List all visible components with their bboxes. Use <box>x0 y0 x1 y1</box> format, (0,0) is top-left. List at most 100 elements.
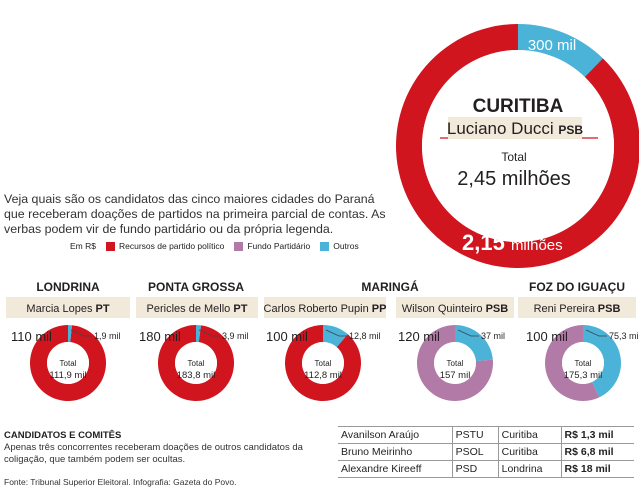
cell-amount: R$ 18 mil <box>560 460 634 478</box>
legend: Em R$ Recursos de partido político Fundo… <box>70 241 359 251</box>
londrina-title: LONDRINA <box>36 280 100 294</box>
footnote-text: Apenas três concorrentes receberam doaçõ… <box>4 442 303 465</box>
donut-slice-outros <box>196 325 202 343</box>
donut-hole <box>422 50 614 242</box>
table-row: Avanilson Araújo PSTU Curitiba R$ 1,3 mi… <box>338 426 634 444</box>
donut-leader-line <box>70 329 92 337</box>
cell-party: PSOL <box>451 443 499 461</box>
donut-slice-outros <box>323 325 348 348</box>
donut-hole <box>175 342 217 384</box>
donut-slice-recursos-de-partido-pol-tico <box>285 325 362 401</box>
cell-city: Londrina <box>497 460 562 478</box>
candidate-party: PSB <box>598 303 621 315</box>
donut-slice-fundo-partid-rio <box>545 325 600 401</box>
legend-label-party: Recursos de partido político <box>118 241 225 251</box>
curitiba-candidate-box <box>448 117 582 139</box>
donut-leader-line <box>457 329 479 337</box>
curitiba-other-label: 300 mil <box>528 37 576 54</box>
table-row: Bruno Meirinho PSOL Curitiba R$ 6,8 mil <box>338 443 634 461</box>
candidate-name: Wilson Quinteiro PSB <box>402 303 508 315</box>
candidate-party: PT <box>96 303 110 315</box>
candidate-box <box>396 297 514 318</box>
ponta-grossa-title: PONTA GROSSA <box>148 280 244 294</box>
candidate-name: Carlos Roberto Pupin PP <box>264 303 387 315</box>
donut-hole <box>434 342 476 384</box>
donut-total-label: Total <box>188 359 205 368</box>
curitiba-candidate: Luciano Ducci PSB <box>447 119 584 138</box>
curitiba-main-value: 2,15 <box>462 230 511 255</box>
legend-swatch-fund <box>234 241 244 251</box>
cell-name: Alexandre Kireeff <box>338 460 453 478</box>
donut-total-label: Total <box>447 359 464 368</box>
donut-total-value: 112,8 mil <box>304 370 342 381</box>
donut-other-label: 1,9 mil <box>94 331 121 341</box>
curitiba-party: PSB <box>558 123 583 137</box>
donut-other-label: 12,8 mil <box>349 331 381 341</box>
curitiba-title: CURITIBA <box>473 96 564 117</box>
candidate-box <box>518 297 636 318</box>
legend-swatch-party <box>105 241 115 251</box>
legend-unit: Em R$ <box>70 241 96 251</box>
candidate-party: PSB <box>486 303 509 315</box>
cell-city: Curitiba <box>497 443 562 461</box>
donut-hole <box>47 342 89 384</box>
candidate-party: PP <box>372 303 387 315</box>
candidate-box <box>6 297 130 318</box>
donut-total-label: Total <box>575 359 592 368</box>
donut-leader-line <box>585 329 607 337</box>
legend-swatch-other <box>320 241 330 251</box>
candidates-table: Avanilson Araújo PSTU Curitiba R$ 1,3 mi… <box>338 426 634 478</box>
donut-main-label: 100 mil <box>526 329 568 344</box>
donut-leader-line <box>198 329 220 337</box>
candidate-name: Pericles de Mello PT <box>147 303 248 315</box>
source-text: Fonte: Tribunal Superior Eleitoral. Info… <box>4 477 237 487</box>
donut-slice-recursos-de-partido-pol-tico <box>29 325 106 401</box>
cell-party: PSD <box>451 460 499 478</box>
cell-party: PSTU <box>451 426 499 444</box>
donut-other-label: 3,9 mil <box>222 331 249 341</box>
curitiba-total-value: 2,45 milhões <box>457 168 570 190</box>
curitiba-main-unit: milhões <box>511 237 563 254</box>
candidate-name: Reni Pereira PSB <box>534 303 621 315</box>
cell-name: Avanilson Araújo <box>338 426 453 444</box>
donut-slice-outros <box>455 325 493 362</box>
donut-main-label: 180 mil <box>139 329 181 344</box>
donut-main-label: 120 mil <box>398 329 440 344</box>
cell-amount: R$ 6,8 mil <box>560 443 634 461</box>
donut-total-label: Total <box>60 359 77 368</box>
maringa-title: MARINGÁ <box>361 279 419 294</box>
donut-total-value: 111,9 mil <box>49 370 86 381</box>
donut-hole <box>302 342 344 384</box>
donut-slice-fundo-partid-rio <box>416 325 493 401</box>
donut-main-label: 100 mil <box>266 329 308 344</box>
donut-slice-outros <box>518 24 603 78</box>
footnote-title: CANDIDATOS E COMITÊS <box>4 430 122 441</box>
cell-name: Bruno Meirinho <box>338 443 453 461</box>
table-row: Alexandre Kireeff PSD Londrina R$ 18 mil <box>338 460 634 478</box>
curitiba-main-label: 2,15 milhões <box>462 230 563 255</box>
candidate-party: PT <box>233 303 247 315</box>
donut-hole <box>562 342 604 384</box>
donut-other-label: 75,3 mil <box>609 331 639 341</box>
cell-city: Curitiba <box>497 426 562 444</box>
legend-label-fund: Fundo Partidário <box>247 241 311 251</box>
donut-slice-recursos-de-partido-pol-tico <box>158 325 235 401</box>
donut-slice-outros <box>583 325 621 398</box>
donut-leader-line <box>325 329 347 337</box>
donut-total-value: 183,8 mil <box>177 370 216 381</box>
donut-total-value: 175,3 mil <box>564 370 603 381</box>
candidate-box <box>136 297 258 318</box>
candidate-name: Marcia Lopes PT <box>26 303 109 315</box>
donut-total-value: 157 mil <box>440 370 471 381</box>
donut-other-label: 37 mil <box>481 331 505 341</box>
donut-slice-outros <box>68 325 73 343</box>
foz-title: FOZ DO IGUAÇU <box>529 280 625 294</box>
cell-amount: R$ 1,3 mil <box>560 426 634 444</box>
donut-total-label: Total <box>315 359 332 368</box>
legend-label-other: Outros <box>333 241 359 251</box>
intro-text: Veja quais são os candidatos das cinco m… <box>4 192 386 236</box>
donut-main-label: 110 mil <box>11 329 52 344</box>
candidate-box <box>264 297 386 318</box>
curitiba-total-label: Total <box>501 150 526 164</box>
